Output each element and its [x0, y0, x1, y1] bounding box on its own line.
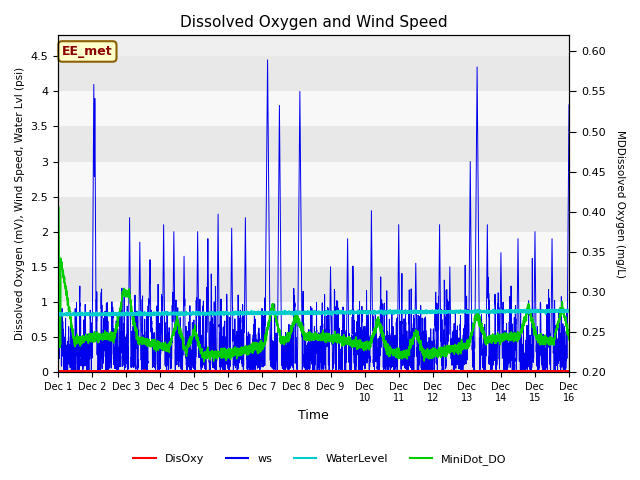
Title: Dissolved Oxygen and Wind Speed: Dissolved Oxygen and Wind Speed [180, 15, 447, 30]
Bar [58, 302, 569, 337]
Text: EE_met: EE_met [62, 45, 113, 58]
Bar [58, 267, 569, 302]
Bar [58, 91, 569, 127]
Y-axis label: MDDissolved Oxygen (mg/L): MDDissolved Oxygen (mg/L) [615, 130, 625, 277]
X-axis label: Time: Time [298, 409, 329, 422]
Bar [58, 337, 569, 372]
Bar [58, 232, 569, 267]
Legend: DisOxy, ws, WaterLevel, MiniDot_DO: DisOxy, ws, WaterLevel, MiniDot_DO [129, 450, 511, 469]
Bar [58, 56, 569, 91]
Bar [58, 197, 569, 232]
Bar [58, 162, 569, 197]
Y-axis label: Dissolved Oxygen (mV), Wind Speed, Water Lvl (psi): Dissolved Oxygen (mV), Wind Speed, Water… [15, 67, 25, 340]
Bar [58, 127, 569, 162]
